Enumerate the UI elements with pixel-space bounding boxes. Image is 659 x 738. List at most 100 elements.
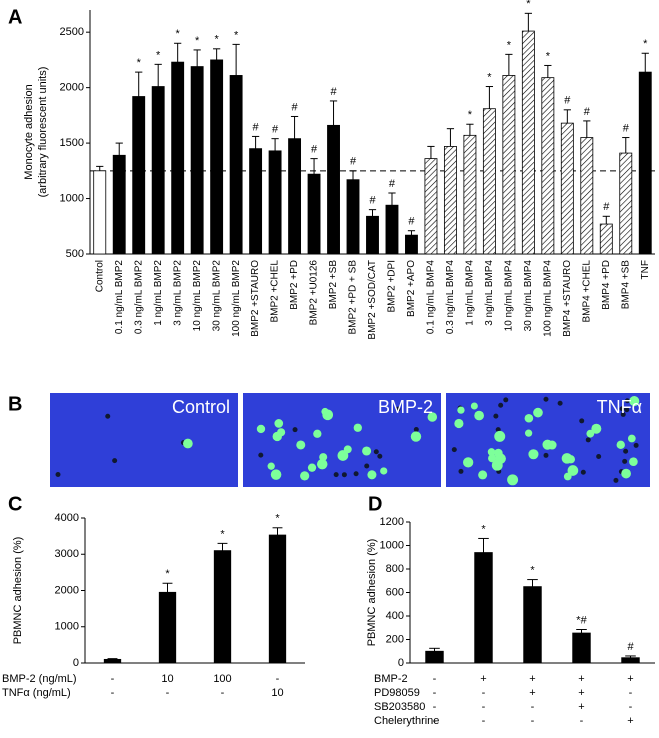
cell-fluorescent: [316, 458, 328, 470]
panel-label: C: [8, 493, 22, 515]
x-tick-label: TNF: [640, 260, 651, 279]
significance-marker: *: [526, 0, 531, 10]
significance-marker: #: [292, 101, 299, 113]
x-tick-label: BMP2 +STAURO: [250, 260, 261, 337]
x-tick-label: BMP4 +SB: [620, 260, 631, 310]
condition-value: -: [580, 715, 584, 727]
panel-label: B: [8, 393, 22, 415]
significance-marker: *: [176, 28, 181, 40]
cell-dark: [580, 469, 586, 475]
y-tick-label: 2000: [55, 584, 79, 596]
cell-dark: [619, 406, 625, 412]
cell-fluorescent: [524, 413, 534, 423]
cell-dark: [579, 418, 585, 424]
cell-dark: [458, 468, 464, 474]
cell-fluorescent: [491, 459, 503, 471]
y-tick-label: 0: [398, 657, 404, 669]
condition-value: 10: [271, 687, 283, 699]
bar: [93, 170, 107, 255]
significance-marker: #: [272, 124, 279, 136]
cell-dark: [613, 477, 619, 483]
condition-value: -: [433, 673, 437, 685]
bar: [288, 138, 302, 255]
cell-dark: [333, 472, 339, 478]
bar: [599, 223, 613, 255]
cell-dark: [623, 448, 629, 454]
cell-dark: [620, 411, 626, 417]
cell-dark: [498, 402, 504, 408]
condition-value: -: [629, 701, 633, 713]
cell-dark: [543, 452, 549, 458]
cell-fluorescent: [470, 402, 478, 410]
significance-marker: *: [275, 513, 280, 525]
significance-marker: *: [214, 34, 219, 46]
cell-dark: [624, 407, 630, 413]
condition-value: +: [480, 673, 486, 685]
significance-marker: #: [369, 195, 376, 207]
x-tick-label: BMP4 +PD: [601, 260, 612, 310]
cell-fluorescent: [362, 446, 372, 456]
cell-fluorescent: [547, 440, 557, 450]
x-tick-label: 100 ng/mL BMP2: [231, 260, 242, 337]
x-tick-label: BMP4 +CHEL: [581, 260, 592, 323]
cell-fluorescent: [410, 431, 422, 442]
y-tick-label: 1200: [380, 516, 404, 528]
cell-fluorescent: [454, 418, 464, 429]
cell-dark: [258, 452, 264, 458]
y-tick-label: 3000: [55, 548, 79, 560]
x-tick-label: BMP4 +STAURO: [562, 260, 573, 337]
cell-dark: [413, 427, 419, 433]
x-tick-label: 3 ng/mL BMP4: [484, 260, 495, 326]
cell-fluorescent: [493, 448, 503, 458]
y-tick-label: 2000: [60, 82, 84, 94]
cell-fluorescent: [300, 471, 310, 481]
y-axis-label: (arbitrary fluorescent units): [37, 67, 49, 198]
condition-value: -: [433, 715, 437, 727]
micrograph-label: BMP-2: [378, 397, 433, 417]
condition-value: -: [433, 687, 437, 699]
significance-marker: #: [389, 178, 396, 190]
significance-marker: *: [487, 71, 492, 83]
condition-label: Chelerythrine: [374, 715, 439, 727]
y-tick-label: 2500: [60, 26, 84, 38]
x-tick-label: 100 ng/mL BMP4: [542, 260, 553, 337]
x-tick-label: 3 ng/mL BMP2: [172, 260, 183, 326]
x-tick-label: 0.1 ng/mL BMP2: [114, 260, 125, 335]
cell-fluorescent: [353, 423, 362, 432]
bar: [268, 150, 282, 255]
bar: [502, 75, 516, 255]
condition-value: +: [627, 715, 633, 727]
condition-value: -: [433, 701, 437, 713]
condition-value: -: [166, 687, 170, 699]
cell-fluorescent: [567, 465, 579, 476]
bar: [229, 75, 243, 255]
significance-marker: *: [546, 50, 551, 62]
x-tick-label: BMP2 +APO: [406, 260, 417, 317]
condition-value: 10: [161, 673, 173, 685]
cell-fluorescent: [616, 440, 625, 450]
bar: [425, 650, 444, 664]
x-tick-label: 10 ng/mL BMP4: [504, 260, 515, 332]
cell-dark: [55, 472, 61, 478]
y-axis-label: Monocyte adhesion: [23, 84, 35, 179]
cell-fluorescent: [270, 469, 282, 480]
condition-value: +: [578, 701, 584, 713]
condition-label: SB203580: [374, 701, 425, 713]
cell-fluorescent: [183, 438, 193, 449]
condition-value: -: [482, 715, 486, 727]
cell-dark: [112, 458, 118, 464]
cell-dark: [495, 427, 501, 433]
significance-marker: #: [564, 95, 571, 107]
cell-fluorescent: [478, 470, 488, 480]
condition-value: +: [529, 687, 535, 699]
micrograph-label: TNFα: [597, 397, 642, 417]
x-tick-label: 0.3 ng/mL BMP4: [445, 260, 456, 335]
bar: [103, 658, 122, 664]
bar: [158, 591, 177, 664]
x-tick-label: Control: [94, 260, 105, 292]
bar: [424, 158, 438, 255]
condition-value: +: [529, 673, 535, 685]
bar: [580, 137, 594, 255]
cell-fluorescent: [621, 468, 631, 479]
x-tick-label: 1 ng/mL BMP4: [465, 260, 476, 326]
